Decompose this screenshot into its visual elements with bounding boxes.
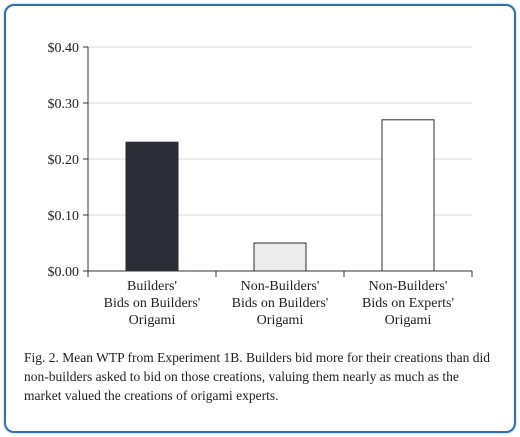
x-tick-label: Non-Builders' [369, 279, 448, 294]
x-tick-label: Origami [385, 313, 432, 328]
x-tick-label: Non-Builders' [241, 279, 320, 294]
y-tick-label: $0.20 [48, 153, 80, 168]
x-tick-label: Bids on Builders' [104, 296, 201, 311]
bar [253, 242, 307, 272]
x-tick-label: Builders' [127, 279, 177, 294]
y-tick-label: $0.40 [48, 41, 80, 56]
x-tick-label: Bids on Builders' [232, 296, 329, 311]
y-tick-label: $0.00 [48, 265, 80, 280]
bar [125, 141, 179, 272]
x-tick-label: Origami [129, 313, 176, 328]
y-tick-label: $0.10 [48, 209, 80, 224]
bar [381, 119, 435, 272]
y-tick-label: $0.30 [48, 97, 80, 112]
x-tick-label: Origami [257, 313, 304, 328]
figure-caption: Fig. 2. Mean WTP from Experiment 1B. Bui… [24, 350, 491, 403]
x-tick-label: Bids on Experts' [362, 296, 454, 311]
